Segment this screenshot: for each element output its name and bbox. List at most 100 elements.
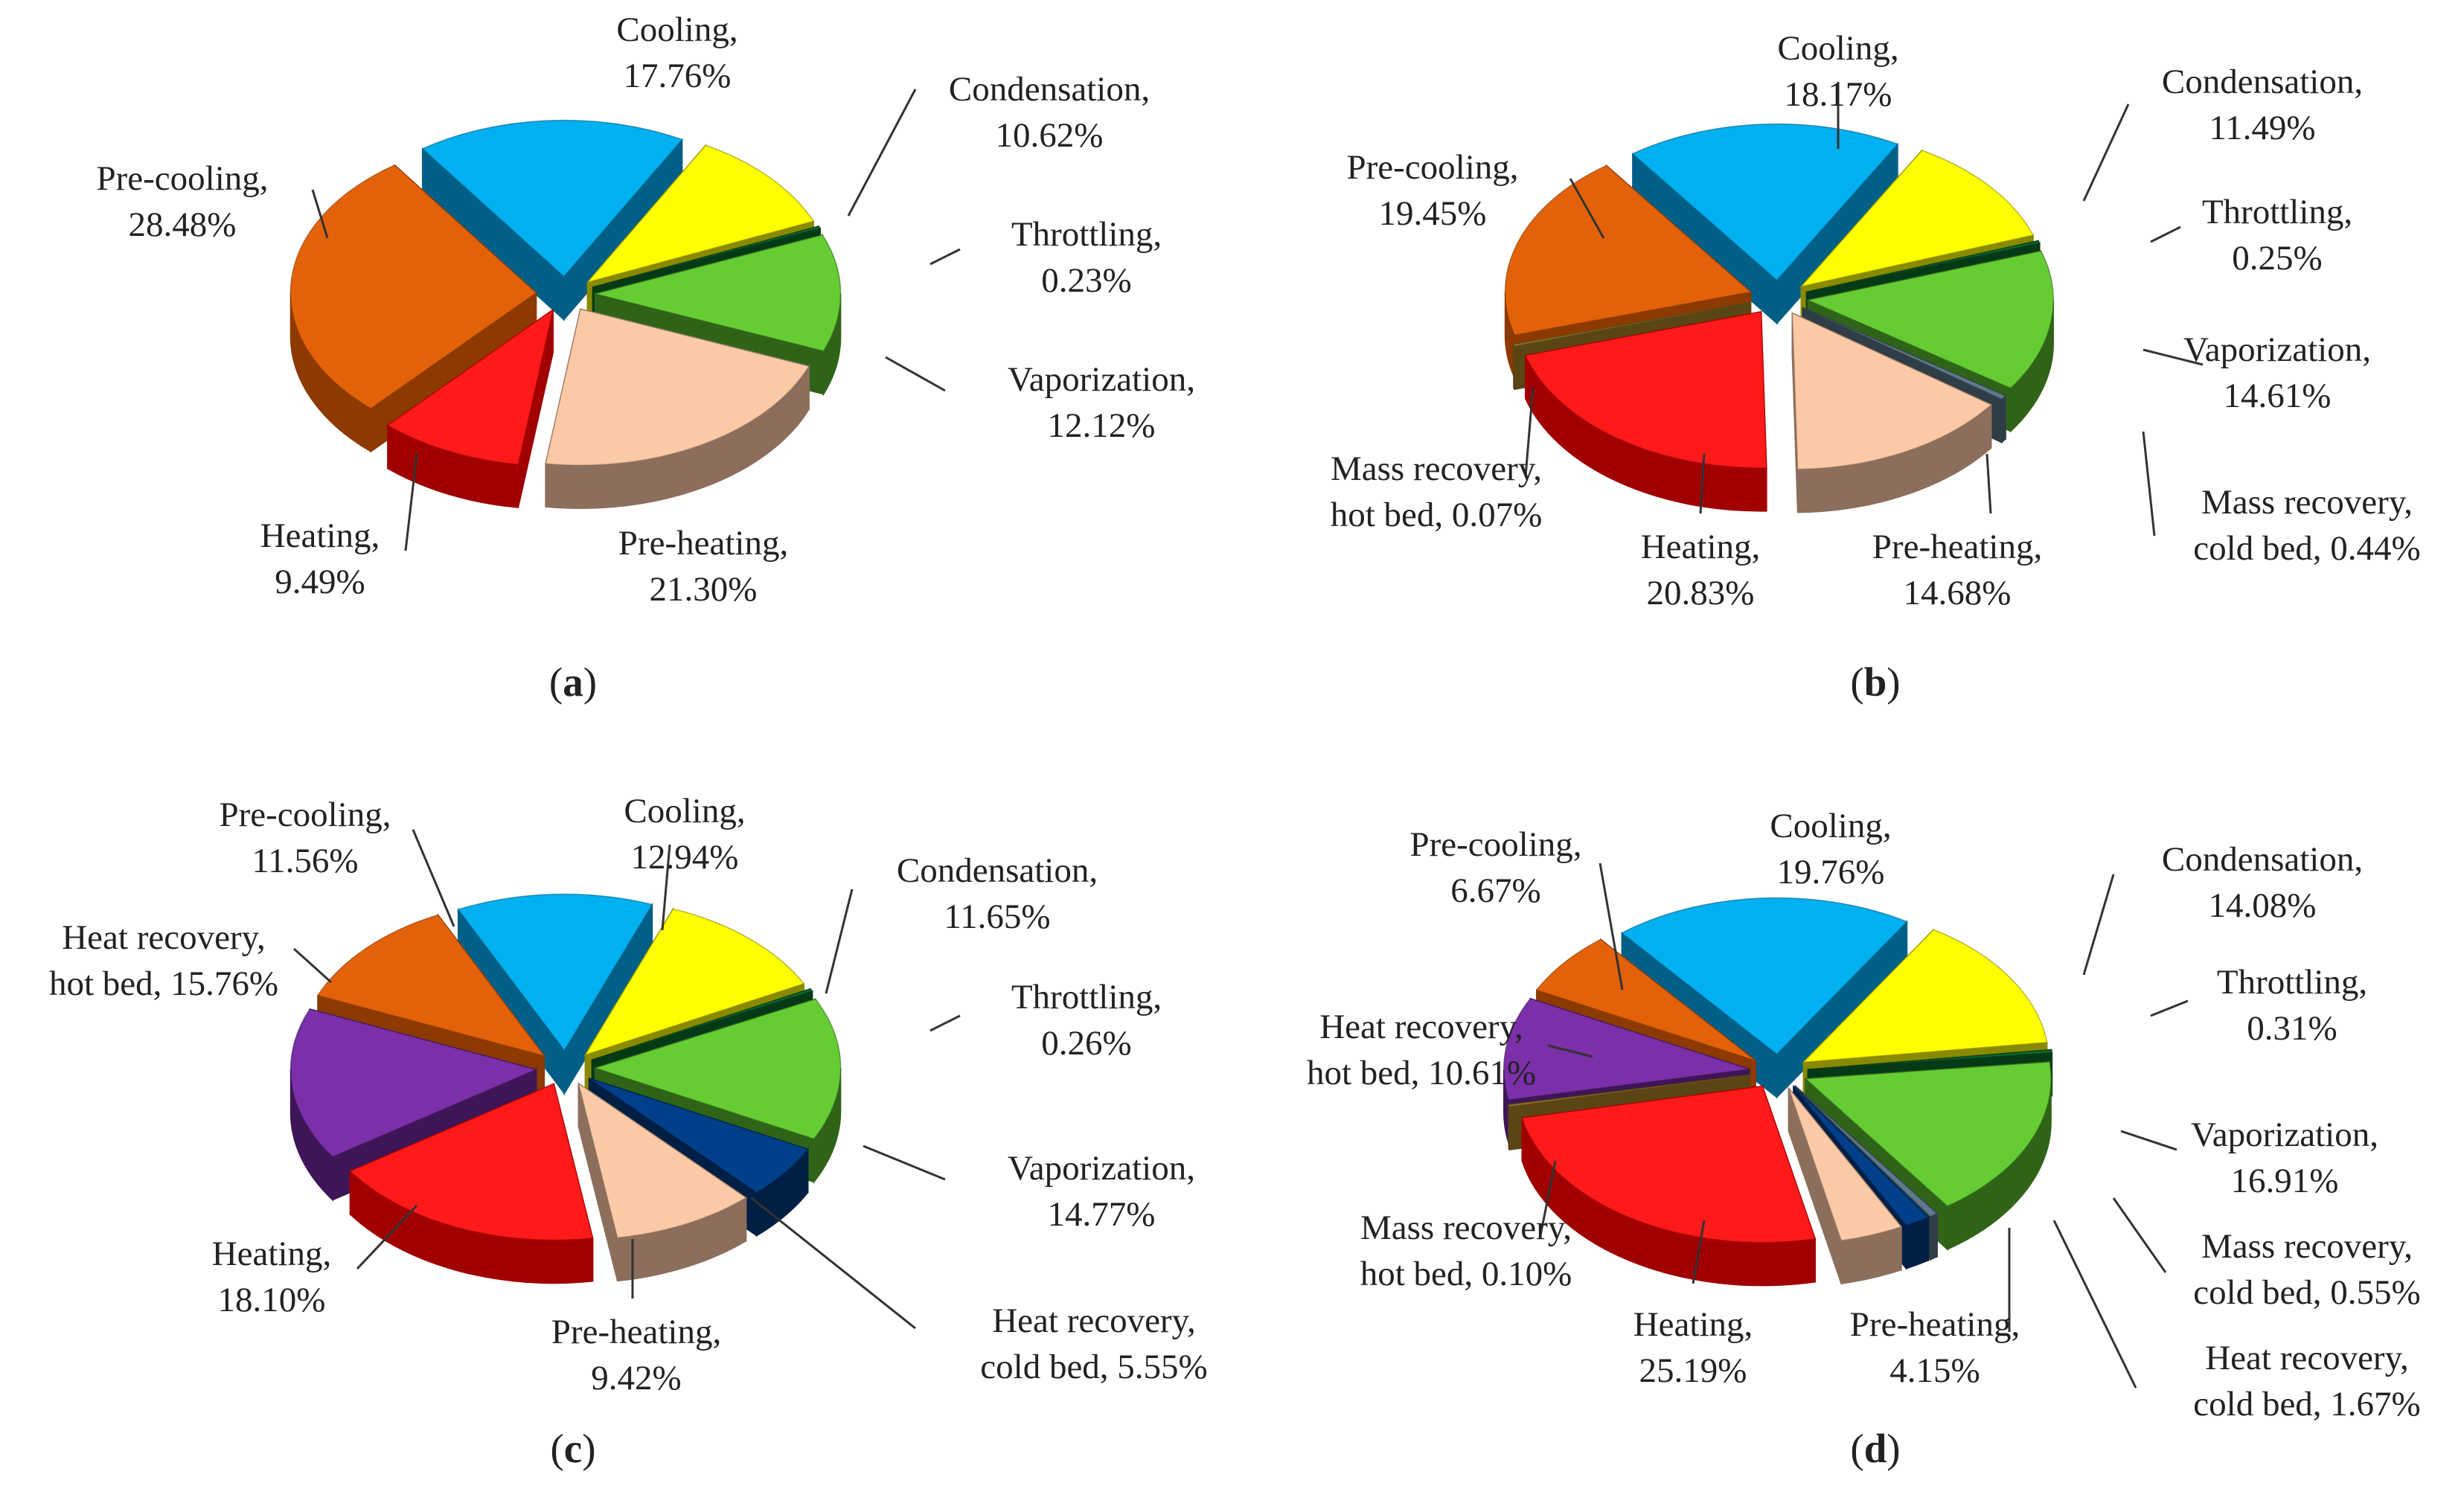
slice-label-value: 19.45%	[1379, 194, 1487, 233]
pie-slice-top	[316, 914, 546, 1057]
slice-label-name: Pre-heating,	[551, 1313, 721, 1351]
leader-line-c-4	[751, 1197, 916, 1330]
pie-slice-top	[545, 308, 810, 466]
slice-label-value: 0.26%	[1041, 1024, 1131, 1063]
leader-line-c-2	[929, 1014, 961, 1032]
caption-letter: c	[564, 1426, 582, 1471]
pie-slice-top	[1524, 310, 1767, 469]
leader-line-d-8	[1539, 1160, 1557, 1236]
slice-label-name-2: cold bed, 5.55%	[980, 1348, 1207, 1386]
slice-label-d-9: Heat recovery, hot bed, 10.61%	[1307, 1008, 1536, 1092]
slice-label-b-4: Mass recovery, cold bed, 0.44%	[2193, 483, 2420, 568]
slice-label-d-4: Mass recovery, cold bed, 0.55%	[2193, 1227, 2420, 1312]
pie-slice-top	[1521, 1085, 1817, 1243]
leader-line-c-7	[292, 947, 333, 984]
pie-slice-top	[592, 225, 822, 288]
slice-label-value: 18.10%	[218, 1281, 326, 1319]
slice-label-b-7: Mass recovery, hot bed, 0.07%	[1331, 449, 1543, 534]
leader-line-d-1	[2082, 874, 2115, 976]
caption-paren-close: )	[1887, 1426, 1900, 1471]
slice-label-b-2: Throttling, 0.25%	[2202, 193, 2352, 278]
slice-label-d-7: Heating, 25.19%	[1633, 1305, 1753, 1390]
pie-slice-top	[289, 1008, 538, 1158]
slice-label-value: 9.42%	[591, 1359, 681, 1397]
pie-slice-top	[386, 308, 554, 465]
leader-line-b-1	[2082, 103, 2130, 202]
slice-label-d-8: Mass recovery, hot bed, 0.10%	[1360, 1208, 1572, 1293]
slice-label-name: Heating,	[260, 516, 380, 555]
pie-slice-top	[1793, 1086, 1930, 1226]
slice-label-value: 28.48%	[129, 205, 237, 244]
pie-slice-top	[586, 144, 815, 284]
slice-label-name-2: cold bed, 1.67%	[2193, 1385, 2420, 1424]
slice-label-name: Heating,	[212, 1235, 332, 1273]
slice-label-name: Condensation,	[949, 70, 1150, 109]
slice-label-name-2: hot bed, 15.76%	[49, 964, 278, 1003]
slice-label-name: Cooling,	[1770, 807, 1891, 845]
pie-slice-top	[1805, 250, 2054, 389]
slice-label-value: 4.15%	[1889, 1351, 1980, 1390]
leader-line-c-6	[356, 1204, 418, 1270]
slice-label-b-5: Pre-heating, 14.68%	[1872, 528, 2042, 612]
leader-line-d-10	[1599, 862, 1624, 990]
slice-label-name-2: cold bed, 0.55%	[2193, 1273, 2420, 1312]
slice-label-name: Pre-heating,	[1850, 1305, 2020, 1344]
pie-slice-top	[593, 998, 842, 1140]
pie-slice-top	[1808, 1048, 2053, 1070]
caption-letter: d	[1864, 1426, 1887, 1471]
caption-paren-open: (	[1850, 1426, 1863, 1471]
pie-slice-top	[595, 234, 842, 352]
panel-caption-d: (d)	[1850, 1426, 1900, 1471]
leader-line-c-8	[412, 829, 455, 927]
leader-line-d-3	[2120, 1130, 2177, 1151]
leader-line-a-5	[404, 453, 418, 551]
slice-label-d-3: Vaporization, 16.91%	[2191, 1115, 2378, 1200]
slice-label-name: Pre-cooling,	[96, 159, 268, 198]
pie-slice-top	[1802, 307, 2007, 400]
leader-line-d-4	[2112, 1197, 2167, 1273]
slice-label-d-2: Throttling, 0.31%	[2217, 963, 2367, 1048]
pie-panel-a: Cooling, 17.76% Condensation, 10.62% Throttl…	[96, 10, 1194, 705]
slice-label-name: Vaporization,	[2191, 1115, 2378, 1154]
leader-line-b-7	[1524, 386, 1535, 477]
leader-line-d-5	[2052, 1220, 2137, 1389]
slice-label-d-1: Condensation, 14.08%	[2162, 840, 2363, 925]
slice-label-a-2: Throttling, 0.23%	[1011, 215, 1162, 300]
slice-label-name-2: hot bed, 0.10%	[1360, 1255, 1572, 1293]
pie-panel-c: Cooling, 12.94% Condensation, 11.65% Throttl…	[49, 792, 1208, 1471]
pie-slice-top	[1535, 938, 1756, 1062]
slice-label-value: 0.25%	[2232, 239, 2322, 278]
slice-label-name: Pre-cooling,	[1409, 825, 1581, 864]
pie-slice-top	[1806, 240, 2041, 293]
slice-label-value: 11.49%	[2209, 109, 2315, 147]
slice-label-value: 12.12%	[1048, 406, 1156, 445]
slice-label-name: Mass recovery,	[2201, 1227, 2413, 1266]
pie-slice-side	[1508, 1104, 1510, 1150]
slice-label-name-2: hot bed, 0.07%	[1331, 496, 1543, 534]
pie-slice-top	[1631, 123, 1899, 281]
slice-label-name: Pre-cooling,	[219, 795, 391, 834]
pie-slice-top	[1802, 929, 2048, 1063]
slice-label-name: Heat recovery,	[1319, 1008, 1523, 1046]
slice-label-value: 14.68%	[1904, 574, 2012, 612]
slice-label-c-5: Pre-heating, 9.42%	[551, 1313, 721, 1397]
pie-slice-d-6	[1788, 1086, 1903, 1284]
slice-label-value: 19.76%	[1777, 853, 1885, 891]
pie-slice-a-0	[421, 119, 683, 321]
slice-label-name: Cooling,	[624, 792, 745, 830]
leader-line-c-0	[661, 844, 671, 931]
pie-slice-top	[592, 987, 813, 1061]
pie-slice-side	[2000, 394, 2006, 444]
slice-label-c-3: Vaporization, 14.77%	[1008, 1149, 1195, 1234]
pie-slice-top	[583, 908, 805, 1056]
caption-paren-open: (	[1850, 659, 1863, 705]
panels-layer: Cooling, 17.76% Condensation, 10.62% Throttl…	[49, 10, 2421, 1471]
pie-slice-a-4	[545, 308, 810, 509]
slice-label-value: 0.23%	[1041, 261, 1131, 300]
pie-slice-a-5	[386, 308, 554, 508]
slice-label-a-6: Pre-cooling, 28.48%	[96, 159, 268, 244]
slice-label-a-3: Vaporization, 12.12%	[1008, 360, 1195, 445]
slice-label-c-7: Heat recovery, hot bed, 15.76%	[49, 918, 278, 1003]
slice-label-c-4: Heat recovery, cold bed, 5.55%	[980, 1302, 1207, 1386]
leader-line-b-2	[2150, 225, 2181, 243]
